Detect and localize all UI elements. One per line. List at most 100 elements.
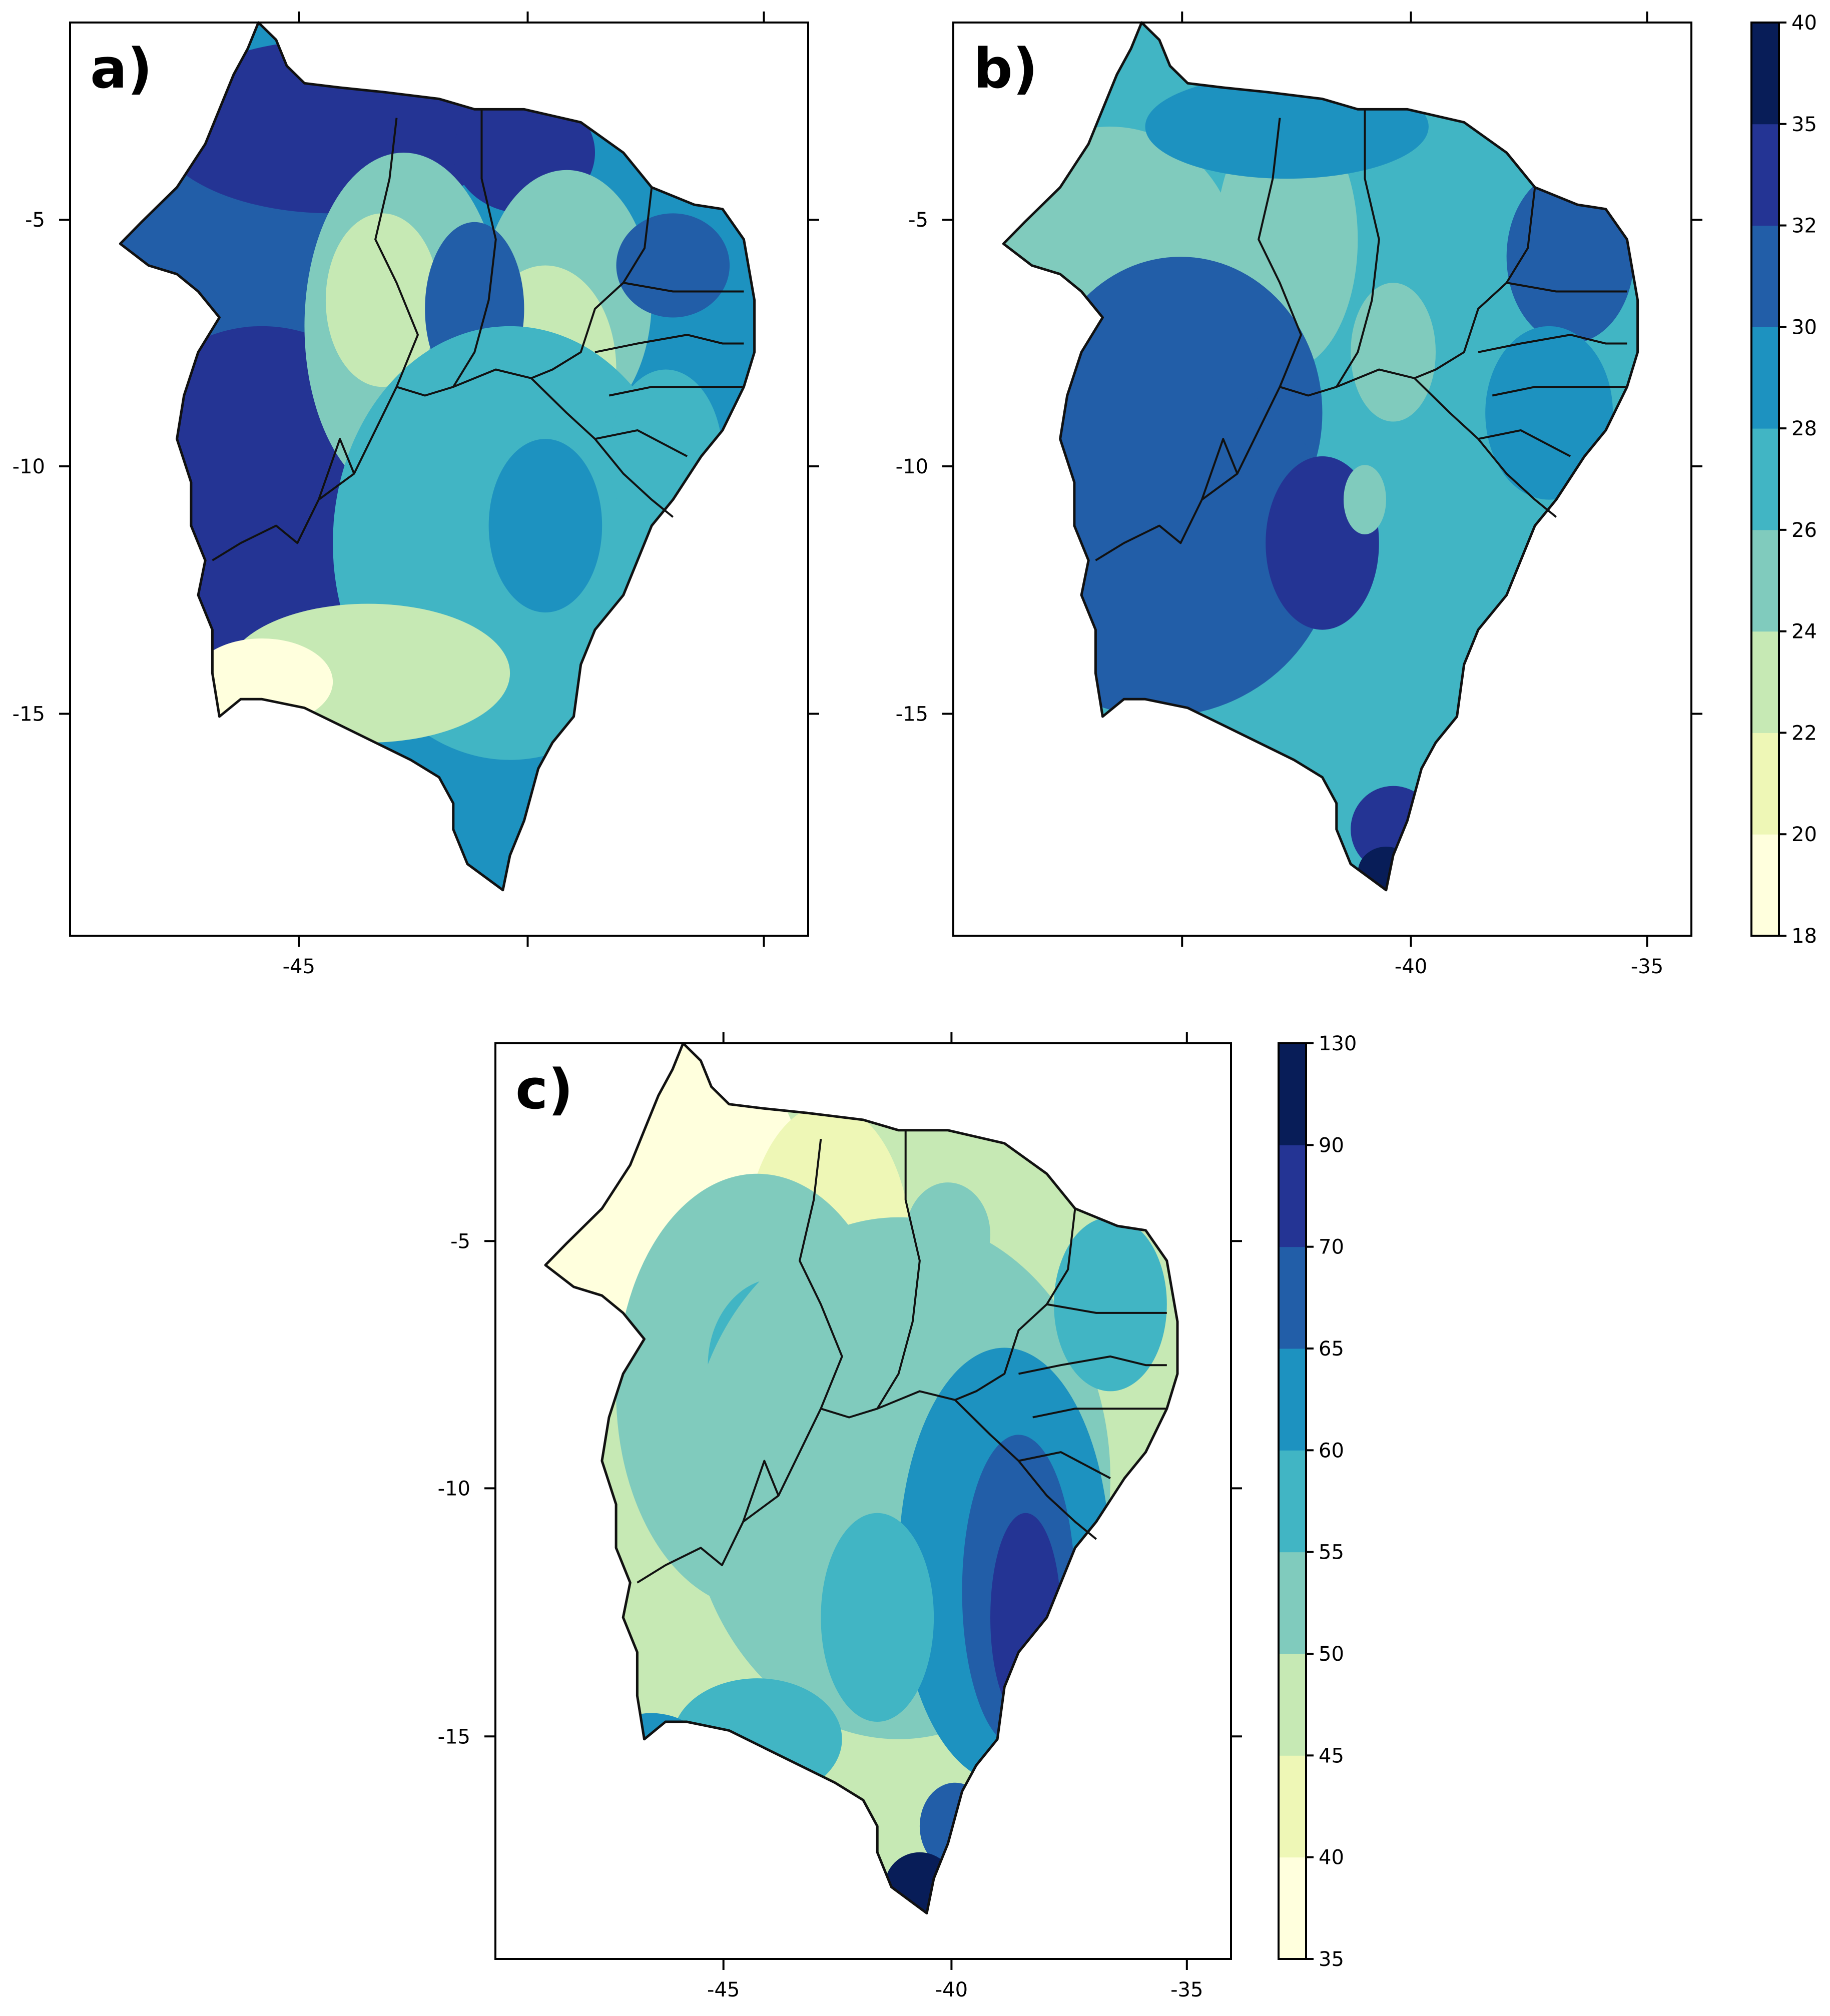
colorbar-label: 30 [1791, 316, 1817, 339]
colorbar-label: 32 [1791, 215, 1817, 238]
colorbar-label: 45 [1319, 1744, 1344, 1767]
x-tick-label: -45 [283, 955, 315, 978]
x-tick-label: -45 [707, 1978, 740, 2001]
panel-label: a) [90, 37, 153, 101]
state-border [1492, 386, 1627, 397]
state-border [1506, 282, 1627, 293]
colorbar-label: 55 [1319, 1541, 1344, 1564]
state-border [1200, 438, 1239, 500]
state-border [954, 1208, 1076, 1401]
colorbar-c: 35 40 45 50 55 60 65 70 90 130 [1278, 1032, 1357, 1971]
contour-field [1003, 23, 1638, 890]
y-tick-label: -10 [896, 455, 928, 478]
state-border [1414, 187, 1536, 379]
state-border [1477, 438, 1557, 518]
colorbar-label: 90 [1319, 1134, 1344, 1157]
x-tick-label: -40 [935, 1978, 968, 2001]
colorbar-label: 28 [1791, 417, 1817, 440]
contour-region [191, 638, 333, 726]
state-border [594, 438, 674, 518]
colorbar-label: 20 [1791, 823, 1817, 846]
contour-region [672, 1678, 842, 1800]
state-border [1032, 1408, 1167, 1419]
coastline [1002, 21, 1639, 892]
colorbar-label: 24 [1791, 620, 1817, 643]
colorbar-swatch [1751, 834, 1779, 936]
contour-region [990, 1513, 1061, 1722]
colorbar-swatch [1751, 631, 1779, 733]
x-tick-label: -35 [1170, 1978, 1203, 2001]
contour-region [609, 369, 723, 543]
colorbar-swatch [1279, 1857, 1306, 1959]
colorbar-swatch [1751, 733, 1779, 835]
contour-region [1145, 75, 1429, 179]
y-tick-label: -10 [438, 1477, 470, 1500]
colorbar-label: 50 [1319, 1643, 1344, 1666]
colorbar-swatch [1279, 1552, 1306, 1654]
colorbar-swatch [1279, 1043, 1306, 1145]
contour-field [120, 23, 755, 890]
contour-region [594, 1713, 708, 1800]
state-border [1046, 1303, 1167, 1314]
plot-frame [494, 1042, 1232, 1960]
colorbar-label: 35 [1791, 113, 1817, 136]
plot-frame [69, 22, 809, 937]
state-border [317, 438, 355, 500]
colorbar-swatch [1751, 327, 1779, 429]
state-border [452, 109, 497, 388]
coastline [119, 21, 756, 892]
colorbar-swatch [1751, 23, 1779, 125]
y-tick-label: -5 [450, 1230, 470, 1253]
plot-frame [952, 22, 1692, 937]
colorbar-swatch [1279, 1246, 1306, 1349]
colorbar-swatch [1751, 225, 1779, 327]
state-border [1478, 334, 1627, 353]
x-tick-label: -40 [1395, 955, 1427, 978]
colorbar-swatch [1751, 428, 1779, 530]
contour-region [1343, 465, 1386, 534]
y-tick-label: -10 [13, 455, 45, 478]
contour-region [884, 1852, 955, 1913]
colorbar-label: 60 [1319, 1439, 1344, 1462]
colorbar-swatch [1751, 529, 1779, 632]
contour-region [1351, 283, 1436, 422]
state-border [876, 1130, 921, 1410]
colorbar-label: 70 [1319, 1236, 1344, 1259]
y-tick-label: -15 [896, 703, 928, 726]
colorbar-frame [1750, 22, 1780, 937]
y-tick-label: -15 [438, 1725, 470, 1748]
coastline [544, 1042, 1179, 1914]
colorbar-swatch [1279, 1755, 1306, 1858]
contour-region [905, 1182, 991, 1287]
state-border [1095, 118, 1302, 561]
colorbar-ab: 18 20 22 24 26 28 30 32 35 40 [1750, 12, 1817, 948]
contour-region [488, 439, 602, 612]
contour-field [545, 1043, 1177, 1913]
colorbar-label: 130 [1319, 1032, 1357, 1055]
contour-region [325, 213, 439, 387]
colorbar-label: 26 [1791, 519, 1817, 542]
state-border [623, 282, 744, 293]
state-border [1018, 1355, 1167, 1375]
colorbar-label: 40 [1319, 1846, 1344, 1869]
state-border [1017, 1460, 1097, 1540]
colorbar-label: 65 [1319, 1337, 1344, 1361]
y-tick-label: -5 [25, 209, 45, 232]
colorbar-label: 40 [1791, 12, 1817, 35]
y-tick-label: -15 [13, 703, 45, 726]
colorbar-label: 35 [1319, 1948, 1344, 1971]
colorbar-swatch [1279, 1145, 1306, 1247]
contour-region [821, 1513, 934, 1722]
state-border [637, 1138, 843, 1584]
colorbar-label: 18 [1791, 925, 1817, 948]
state-border [608, 386, 744, 397]
panel-label: b) [973, 37, 1038, 101]
state-border [1336, 109, 1380, 388]
map-panel-1: -45 -5 -10 -15 a) [13, 12, 819, 978]
colorbar-frame [1278, 1042, 1307, 1960]
state-border [594, 334, 744, 353]
contour-region [156, 465, 184, 500]
state-border [742, 1460, 780, 1522]
colorbar-swatch [1279, 1654, 1306, 1756]
